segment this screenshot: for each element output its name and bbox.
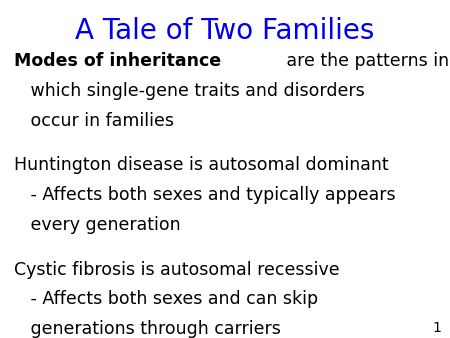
Text: every generation: every generation xyxy=(14,216,180,234)
Text: occur in families: occur in families xyxy=(14,112,174,130)
Text: which single-gene traits and disorders: which single-gene traits and disorders xyxy=(14,82,364,100)
Text: - Affects both sexes and can skip: - Affects both sexes and can skip xyxy=(14,290,318,308)
Text: Modes of inheritance: Modes of inheritance xyxy=(14,52,220,70)
Text: - Affects both sexes and typically appears: - Affects both sexes and typically appea… xyxy=(14,186,395,204)
Text: are the patterns in: are the patterns in xyxy=(281,52,449,70)
Text: generations through carriers: generations through carriers xyxy=(14,320,280,338)
Text: Cystic fibrosis is autosomal recessive: Cystic fibrosis is autosomal recessive xyxy=(14,261,339,279)
Text: Huntington disease is autosomal dominant: Huntington disease is autosomal dominant xyxy=(14,156,388,174)
Text: A Tale of Two Families: A Tale of Two Families xyxy=(75,17,375,45)
Text: 1: 1 xyxy=(432,321,441,335)
